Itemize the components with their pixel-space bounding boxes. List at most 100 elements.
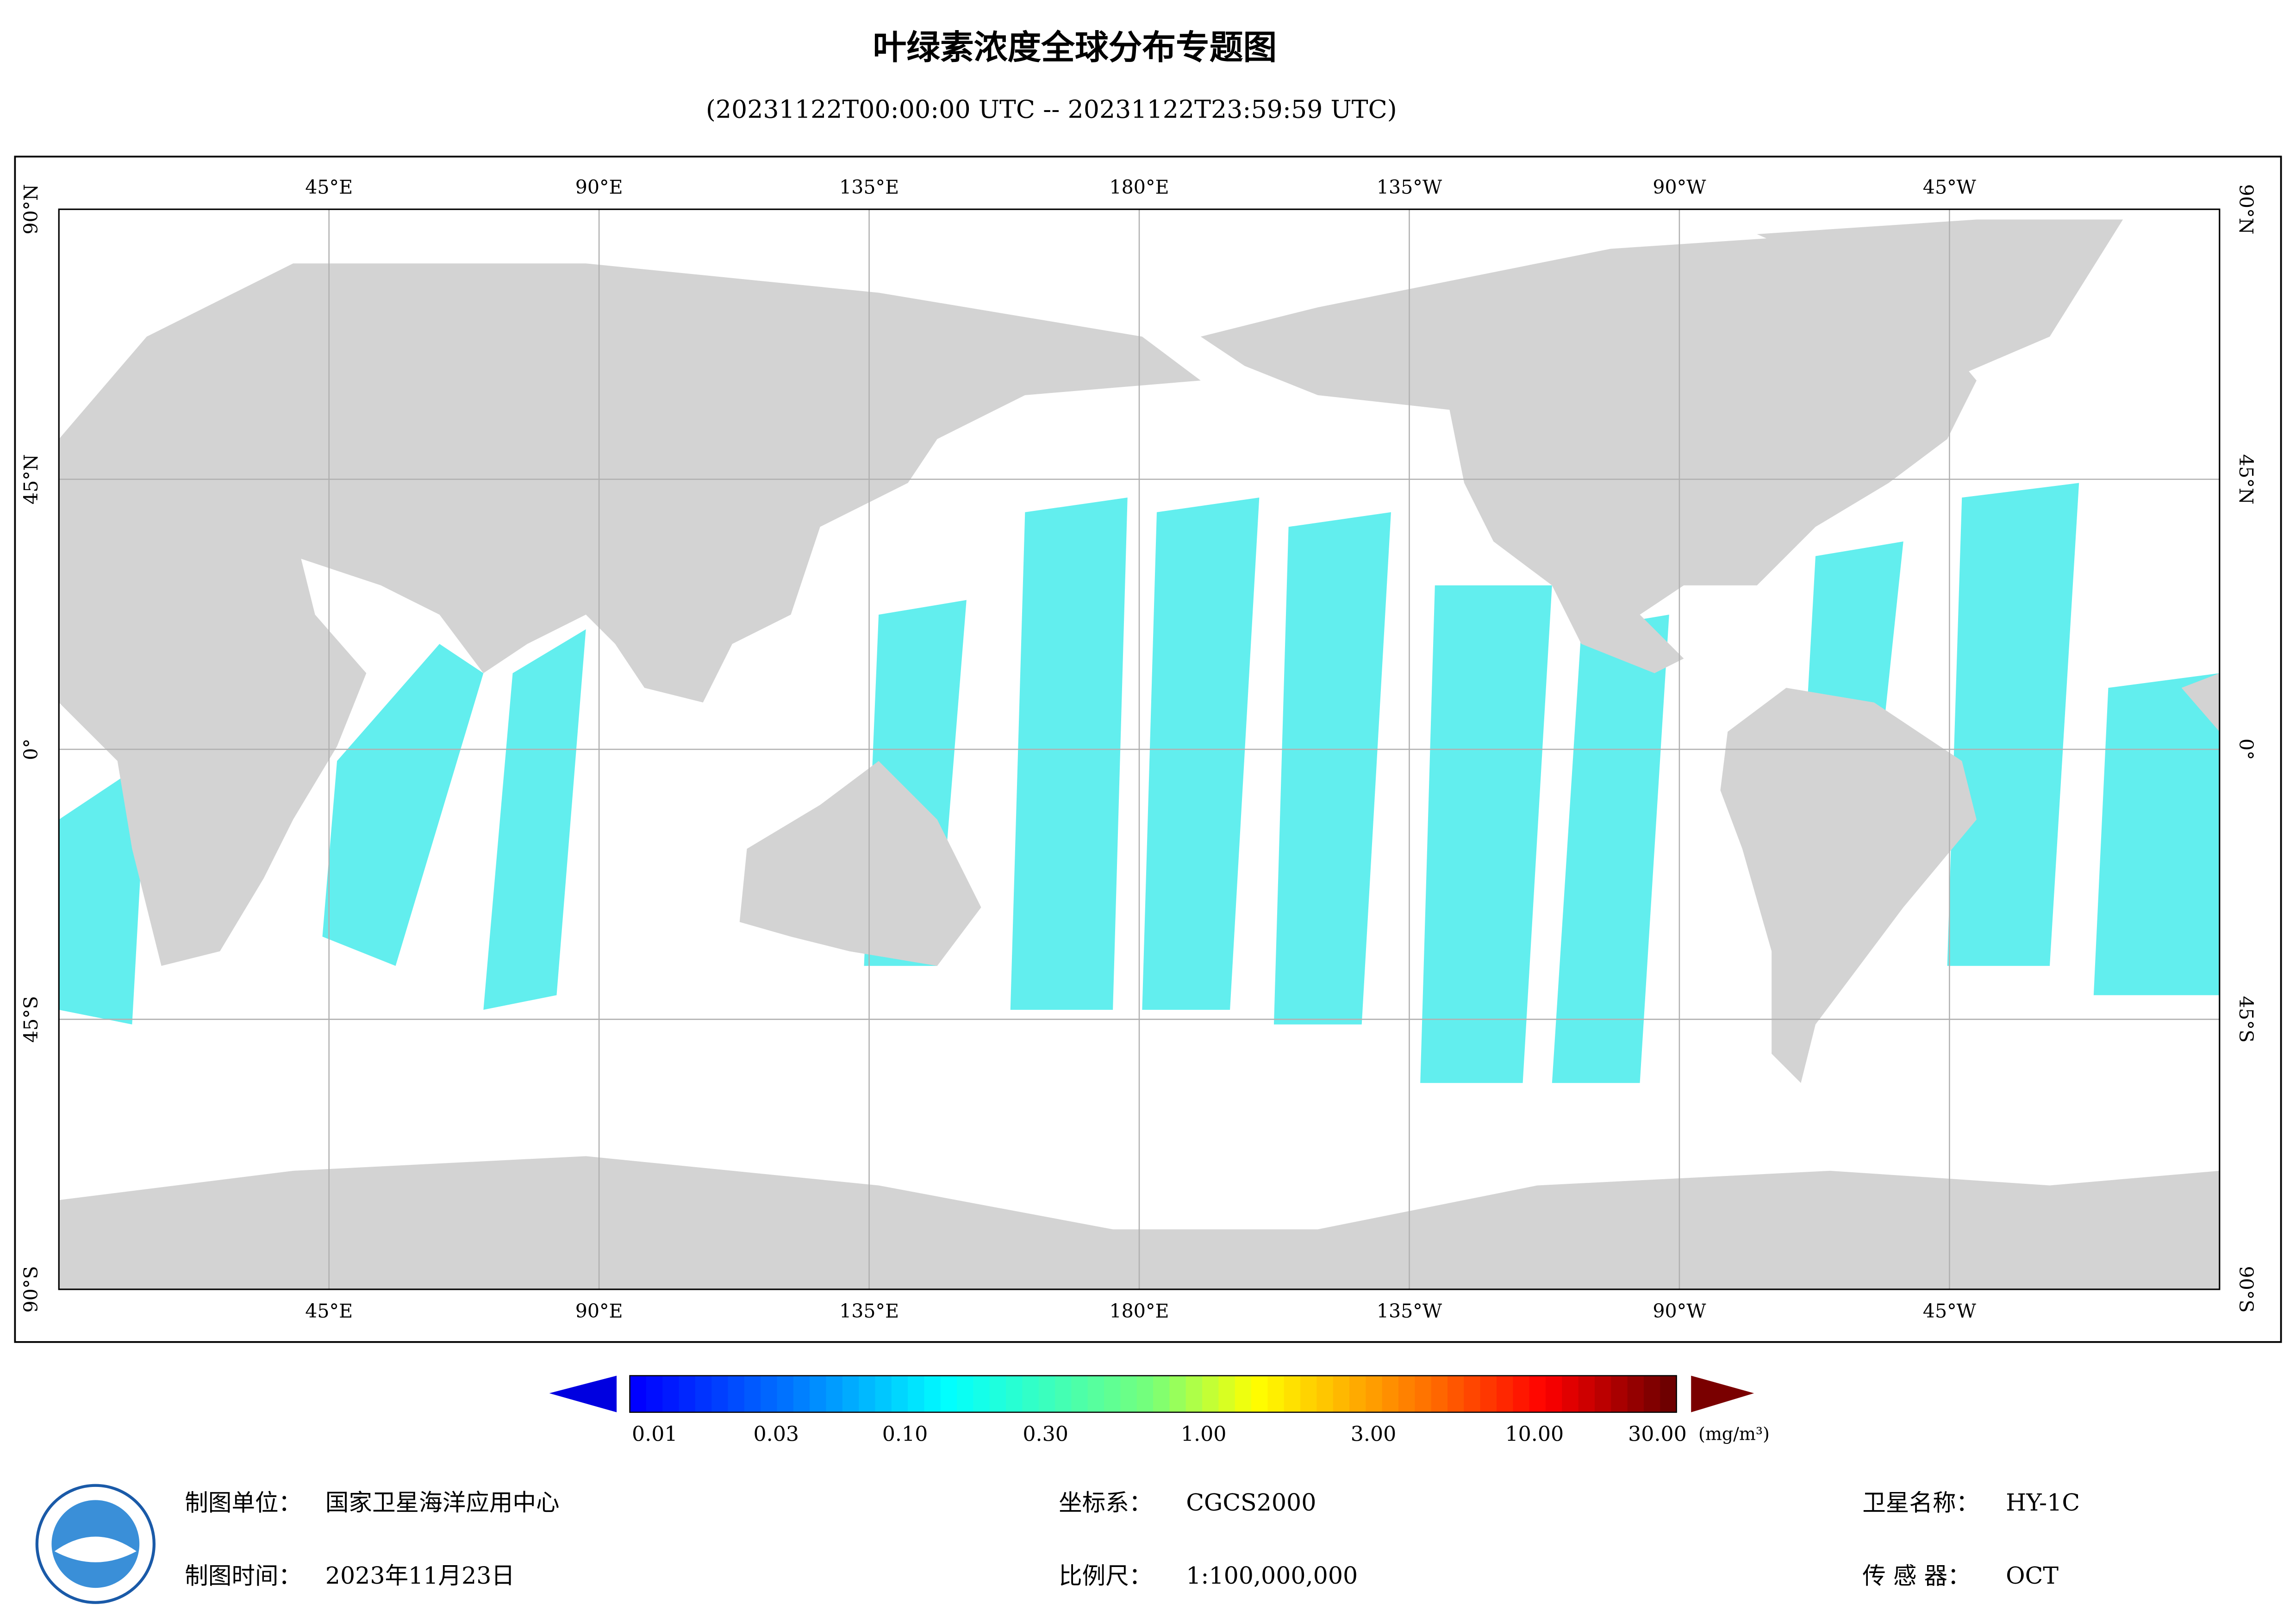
colorbar-step	[1104, 1375, 1121, 1412]
logo	[35, 1484, 156, 1604]
colorbar-tick-label: 0.03	[753, 1423, 799, 1446]
footer-label: 传 感 器：	[1862, 1562, 1971, 1589]
colorbar-step	[1464, 1375, 1481, 1412]
colorbar-step	[679, 1375, 696, 1412]
colorbar-step	[761, 1375, 778, 1412]
colorbar-step	[1316, 1375, 1334, 1412]
colorbar-step	[1382, 1375, 1399, 1412]
africa-west	[2181, 673, 2220, 732]
colorbar-step	[630, 1375, 647, 1412]
colorbar-step	[728, 1375, 745, 1412]
colorbar-step	[1349, 1375, 1366, 1412]
lon-label-bottom: 45°E	[305, 1300, 353, 1322]
colorbar-border	[629, 1375, 1677, 1413]
footer-value: CGCS2000	[1186, 1489, 1316, 1516]
colorbar-step	[1267, 1375, 1285, 1412]
colorbar-step	[1366, 1375, 1383, 1412]
colorbar-step	[1251, 1375, 1268, 1412]
footer-label: 坐标系：	[1059, 1489, 1152, 1516]
footer-value: HY-1C	[2006, 1489, 2080, 1516]
colorbar-step	[1627, 1375, 1644, 1412]
lon-label-top: 180°E	[1110, 176, 1169, 198]
north-america	[1200, 234, 1977, 673]
africa	[59, 497, 367, 966]
colorbar-step	[662, 1375, 680, 1412]
colorbar-step	[924, 1375, 941, 1412]
colorbar-step	[957, 1375, 974, 1412]
footer-label: 比例尺：	[1059, 1562, 1152, 1589]
colorbar-step	[1333, 1375, 1350, 1412]
colorbar-step	[826, 1375, 843, 1412]
south-america	[1720, 688, 1977, 1083]
lon-label-top: 45°E	[305, 176, 353, 198]
lat-label-left: 90°N	[20, 184, 42, 235]
colorbar-step	[1562, 1375, 1579, 1412]
colorbar-step	[842, 1375, 860, 1412]
australia	[739, 761, 981, 966]
colorbar-step	[1513, 1375, 1530, 1412]
colorbar-step	[1660, 1375, 1677, 1412]
colorbar-step	[1055, 1375, 1072, 1412]
lat-label-right: 90°S	[2235, 1266, 2257, 1312]
lon-label-top: 90°W	[1653, 176, 1706, 198]
colorbar-step	[1300, 1375, 1317, 1412]
colorbar: 0.01 0.03 0.10 0.30 1.00 3.00 10.00 30.00 (mg/m³…	[549, 1375, 1770, 1446]
colorbar-step	[744, 1375, 761, 1412]
lon-label-top: 45°W	[1923, 176, 1977, 198]
footer-value: 国家卫星海洋应用中心	[325, 1489, 560, 1516]
lat-label-left: 90°S	[20, 1266, 42, 1312]
colorbar-unit: (mg/m³)	[1698, 1424, 1770, 1444]
colorbar-step	[695, 1375, 712, 1412]
greenland	[1757, 219, 2123, 381]
map-frame	[14, 155, 2282, 1343]
colorbar-step	[1235, 1375, 1252, 1412]
colorbar-step	[1022, 1375, 1039, 1412]
colorbar-step	[973, 1375, 990, 1412]
colorbar-step	[908, 1375, 925, 1412]
colorbar-step	[1431, 1375, 1448, 1412]
footer-value: OCT	[2006, 1562, 2059, 1589]
lat-label-left: 0°	[20, 739, 42, 760]
lon-label-top: 135°W	[1377, 176, 1442, 198]
colorbar-step	[1529, 1375, 1546, 1412]
colorbar-step	[875, 1375, 892, 1412]
colorbar-step	[1496, 1375, 1514, 1412]
graticule	[59, 209, 2220, 1289]
colorbar-step	[646, 1375, 663, 1412]
lat-label-right: 0°	[2235, 739, 2257, 760]
colorbar-step	[1480, 1375, 1497, 1412]
colorbar-tick-label: 1.00	[1181, 1423, 1227, 1446]
colorbar-step	[1218, 1375, 1235, 1412]
lat-label-left: 45°N	[20, 454, 42, 504]
lon-label-bottom: 135°W	[1377, 1300, 1442, 1322]
colorbar-step	[1038, 1375, 1056, 1412]
lat-label-right: 90°N	[2235, 184, 2257, 235]
colorbar-step	[711, 1375, 729, 1412]
colorbar-tick-label: 10.00	[1505, 1423, 1564, 1446]
colorbar-step	[940, 1375, 958, 1412]
footer-label: 制图时间：	[185, 1562, 302, 1589]
map-border	[58, 208, 2221, 1290]
colorbar-low-arrow	[549, 1375, 617, 1412]
colorbar-step	[1545, 1375, 1563, 1412]
colorbar-step	[1447, 1375, 1465, 1412]
footer-label: 制图单位：	[185, 1489, 302, 1516]
lat-label-left: 45°S	[20, 996, 42, 1043]
colorbar-step	[1071, 1375, 1088, 1412]
lon-label-bottom: 135°E	[839, 1300, 899, 1322]
colorbar-step	[810, 1375, 827, 1412]
colorbar-step	[1643, 1375, 1661, 1412]
colorbar-tick-label: 3.00	[1351, 1423, 1397, 1446]
lon-label-bottom: 45°W	[1923, 1300, 1977, 1322]
subtitle: (20231122T00:00:00 UTC -- 20231122T23:59…	[706, 94, 1397, 124]
colorbar-step	[1153, 1375, 1170, 1412]
colorbar-step	[1120, 1375, 1137, 1412]
colorbar-step	[777, 1375, 794, 1412]
colorbar-step	[1185, 1375, 1203, 1412]
colorbar-tick-label: 30.00	[1628, 1423, 1687, 1446]
ocean-swaths	[59, 483, 2220, 1083]
colorbar-step	[1611, 1375, 1628, 1412]
lat-label-right: 45°N	[2235, 454, 2257, 504]
colorbar-step	[1136, 1375, 1154, 1412]
